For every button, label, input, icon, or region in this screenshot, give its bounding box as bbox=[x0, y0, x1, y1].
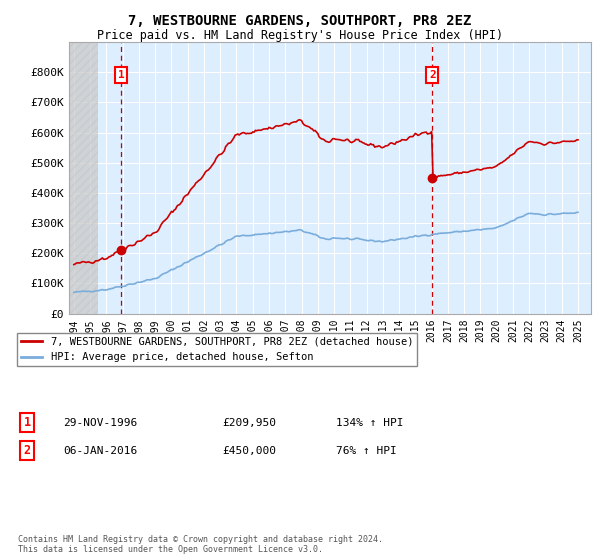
Bar bbox=[69, 42, 98, 314]
Legend: 7, WESTBOURNE GARDENS, SOUTHPORT, PR8 2EZ (detached house), HPI: Average price, : 7, WESTBOURNE GARDENS, SOUTHPORT, PR8 2E… bbox=[17, 333, 417, 366]
Text: £450,000: £450,000 bbox=[222, 446, 276, 456]
Text: 2: 2 bbox=[23, 444, 31, 458]
Text: Contains HM Land Registry data © Crown copyright and database right 2024.
This d: Contains HM Land Registry data © Crown c… bbox=[18, 535, 383, 554]
Text: 7, WESTBOURNE GARDENS, SOUTHPORT, PR8 2EZ: 7, WESTBOURNE GARDENS, SOUTHPORT, PR8 2E… bbox=[128, 14, 472, 28]
Text: Price paid vs. HM Land Registry's House Price Index (HPI): Price paid vs. HM Land Registry's House … bbox=[97, 29, 503, 42]
Text: 2: 2 bbox=[429, 70, 436, 80]
Text: 1: 1 bbox=[23, 416, 31, 430]
Text: 1: 1 bbox=[118, 70, 125, 80]
Text: 06-JAN-2016: 06-JAN-2016 bbox=[63, 446, 137, 456]
Text: 29-NOV-1996: 29-NOV-1996 bbox=[63, 418, 137, 428]
Text: 134% ↑ HPI: 134% ↑ HPI bbox=[336, 418, 404, 428]
Text: 76% ↑ HPI: 76% ↑ HPI bbox=[336, 446, 397, 456]
Text: £209,950: £209,950 bbox=[222, 418, 276, 428]
